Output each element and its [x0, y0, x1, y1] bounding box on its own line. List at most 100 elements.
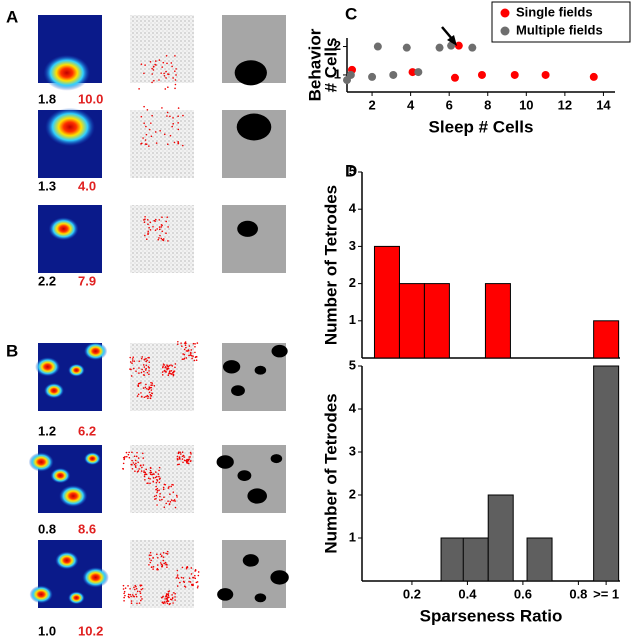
spike — [166, 111, 169, 114]
spike — [196, 342, 199, 344]
spike — [131, 451, 133, 454]
spike — [148, 361, 151, 364]
spike — [135, 593, 137, 596]
spike — [173, 141, 176, 144]
spike — [175, 577, 178, 579]
spike — [154, 131, 157, 133]
spike — [164, 366, 167, 369]
spike — [139, 590, 141, 593]
spike — [196, 581, 199, 583]
spike — [140, 371, 143, 374]
firing-field — [35, 357, 61, 377]
spike — [162, 556, 165, 558]
spike — [150, 559, 152, 562]
spike — [192, 584, 194, 587]
spike — [135, 595, 138, 598]
spike — [169, 493, 171, 495]
spike — [129, 356, 132, 359]
spike — [129, 361, 132, 363]
x-tick-label: 8 — [484, 97, 491, 112]
y-axis-label: Number of Tetrodes — [321, 393, 340, 553]
spike — [160, 555, 163, 558]
spike — [162, 61, 165, 64]
spike — [165, 70, 167, 73]
y-tick-label: 1 — [334, 66, 341, 81]
spike — [130, 463, 132, 466]
spike — [189, 354, 192, 356]
spike — [190, 352, 192, 355]
spike — [176, 574, 179, 576]
spike — [174, 366, 176, 369]
legend-label: Single fields — [516, 4, 593, 19]
spike — [152, 476, 155, 479]
spike — [147, 395, 149, 398]
spike — [146, 482, 148, 485]
spike — [134, 459, 137, 462]
spike — [181, 345, 183, 347]
spike — [177, 128, 180, 131]
spike — [122, 456, 125, 459]
spike — [150, 135, 153, 138]
spike — [163, 72, 165, 75]
spike-plot — [130, 110, 194, 178]
spike — [176, 496, 178, 498]
spike — [146, 359, 148, 362]
x-tick-label: 0.8 — [569, 586, 587, 601]
y-tick-label: 5 — [349, 163, 356, 178]
spike — [165, 220, 168, 223]
spike — [154, 498, 156, 500]
spike — [135, 370, 137, 372]
spike — [144, 473, 146, 476]
spike — [167, 594, 170, 597]
spike — [188, 345, 191, 347]
spike — [172, 602, 174, 604]
spike — [159, 234, 161, 237]
spike — [144, 143, 147, 145]
spike — [165, 552, 167, 555]
spike — [172, 500, 175, 502]
spike — [162, 602, 165, 605]
legend-label: Multiple fields — [516, 22, 603, 37]
spike — [130, 368, 132, 371]
spike — [189, 581, 192, 583]
spike — [151, 382, 154, 384]
panel-label: A — [6, 7, 18, 26]
spike — [167, 367, 169, 370]
spike — [149, 561, 152, 564]
firing-field — [82, 567, 109, 588]
spike — [194, 343, 196, 345]
spike — [172, 491, 175, 494]
spike — [166, 62, 168, 65]
spike — [158, 469, 160, 472]
spike — [130, 602, 133, 605]
spike — [194, 574, 196, 577]
spike — [174, 592, 176, 595]
spike — [133, 463, 136, 466]
spike — [141, 466, 143, 469]
spike — [152, 225, 154, 228]
spike — [140, 357, 143, 360]
spike — [122, 588, 125, 590]
spike — [148, 564, 150, 566]
spike — [178, 456, 181, 459]
spike — [170, 485, 172, 488]
spike — [166, 550, 169, 553]
point — [447, 41, 456, 50]
x-tick-label: 0.6 — [514, 586, 532, 601]
spike — [139, 585, 142, 587]
spike — [148, 356, 151, 359]
bar — [440, 537, 467, 582]
spike — [128, 456, 131, 459]
firing-field — [50, 467, 71, 484]
spike — [138, 360, 140, 363]
x-axis-label: Sparseness Ratio — [420, 606, 563, 625]
spike — [162, 363, 165, 365]
spike — [145, 360, 148, 363]
spike — [186, 458, 188, 461]
spike — [137, 470, 140, 472]
spike — [174, 363, 177, 365]
spike — [178, 463, 180, 466]
spike — [179, 458, 181, 460]
rate-map-row — [28, 445, 286, 513]
firing-field — [68, 363, 85, 377]
